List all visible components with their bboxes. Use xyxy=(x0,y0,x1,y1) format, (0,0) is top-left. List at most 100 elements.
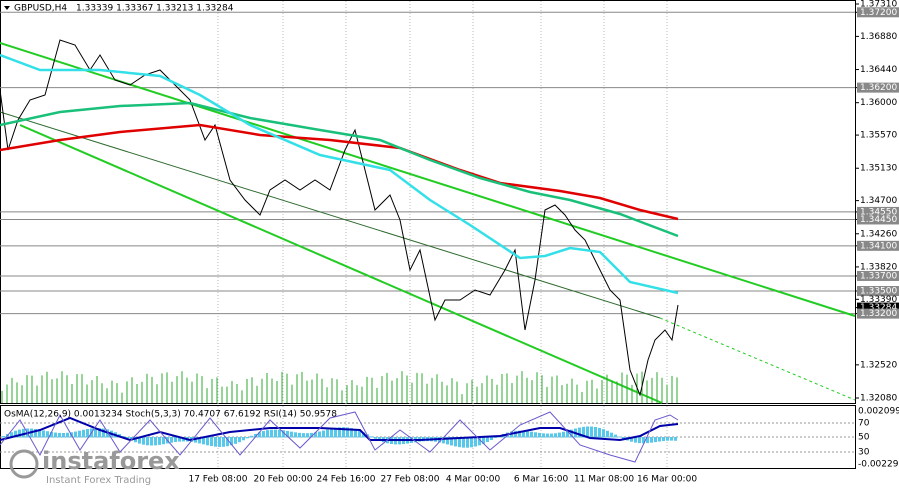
osma-bar xyxy=(78,430,81,438)
osma-bar xyxy=(666,437,669,441)
osma-bar xyxy=(158,437,161,445)
time-label: 16 Mar 00:00 xyxy=(637,475,697,485)
osma-bar xyxy=(102,428,105,438)
time-label: 11 Mar 08:00 xyxy=(574,475,634,485)
stoch-line xyxy=(0,411,679,463)
indicator-scale-label: 50 xyxy=(858,433,870,443)
osma-bar xyxy=(278,429,281,438)
level-tag xyxy=(857,206,899,217)
level-tag xyxy=(857,308,899,319)
time-label: 24 Feb 16:00 xyxy=(316,475,375,485)
price-label: 1.36200 xyxy=(860,83,897,93)
osma-bar xyxy=(618,436,621,438)
osma-bar xyxy=(450,437,453,446)
ma-fast xyxy=(0,53,679,295)
price-label: 1.33284 xyxy=(860,303,897,313)
osma-bar xyxy=(274,429,277,438)
osma-bar xyxy=(658,437,661,442)
osma-bar xyxy=(250,435,253,438)
price-label: 1.33390 xyxy=(860,295,897,305)
osma-bar xyxy=(558,432,561,438)
osma-bar xyxy=(578,427,581,438)
osma-bar xyxy=(162,437,165,445)
osma-bar xyxy=(310,432,313,438)
osma-bar xyxy=(42,430,45,438)
osma-bar xyxy=(662,437,665,442)
channel-upper xyxy=(0,42,856,317)
osma-bar xyxy=(370,436,373,438)
osma-bar xyxy=(14,430,17,438)
osma-bar xyxy=(66,432,69,438)
price-label: 1.37310 xyxy=(860,0,897,10)
osma-bar xyxy=(302,433,305,438)
osma-bar xyxy=(490,437,493,441)
osma-bar xyxy=(518,430,521,438)
level-tag xyxy=(857,270,899,281)
symbol: GBPUSD,H4 xyxy=(14,4,67,14)
osma-bar xyxy=(566,430,569,438)
price-label: 1.36000 xyxy=(860,98,897,108)
osma-bar xyxy=(358,430,361,438)
menu-arrow[interactable] xyxy=(4,6,10,10)
osma-bar xyxy=(218,437,221,447)
osma-bar xyxy=(226,437,229,447)
price-label: 1.35570 xyxy=(860,131,897,141)
osma-bar xyxy=(590,426,593,438)
osma-bar xyxy=(146,437,149,446)
logo: instaforex Instant Forex Trading xyxy=(9,447,180,486)
price-label: 1.32520 xyxy=(860,360,897,370)
osma-bar xyxy=(606,430,609,438)
osma-bar xyxy=(170,437,173,443)
osma-bar xyxy=(634,437,637,443)
osma-bar xyxy=(350,428,353,438)
osma-bar xyxy=(482,437,485,444)
osma-bar xyxy=(534,432,537,438)
osma-bar xyxy=(94,428,97,438)
osma-bar xyxy=(526,431,529,438)
osma-bar xyxy=(270,429,273,438)
osma-bar xyxy=(514,430,517,438)
osma-bar xyxy=(470,437,473,448)
osma-bar xyxy=(670,437,673,441)
osma-bar xyxy=(126,437,129,439)
osma-bar xyxy=(318,431,321,438)
osma-bar xyxy=(154,437,157,446)
osma-bar xyxy=(554,433,557,438)
price-label: 1.36880 xyxy=(860,32,897,42)
osma-bar xyxy=(98,428,101,438)
osma-bar xyxy=(254,433,257,438)
osma-bar xyxy=(630,437,633,442)
osma-bar xyxy=(306,433,309,438)
osma-bar xyxy=(198,437,201,444)
osma-bar xyxy=(234,437,237,444)
level-tag xyxy=(857,286,899,297)
osma-bar xyxy=(238,437,241,443)
osma-bar xyxy=(546,433,549,438)
osma-bar xyxy=(598,427,601,438)
price-label: 1.34100 xyxy=(860,241,897,251)
ohlc: 1.33339 1.33367 1.33213 1.33284 xyxy=(76,4,234,14)
osma-bar xyxy=(530,431,533,438)
time-label: 6 Mar 16:00 xyxy=(514,475,569,485)
price-line xyxy=(0,39,679,397)
osma-bar xyxy=(466,437,469,448)
osma-bar xyxy=(34,428,37,438)
osma-bar xyxy=(654,437,657,443)
price-label: 1.33700 xyxy=(860,271,897,281)
osma-bar xyxy=(214,437,217,447)
osma-bar xyxy=(334,427,337,438)
ma-mid xyxy=(0,101,679,238)
osma-bar xyxy=(262,431,265,438)
osma-bar xyxy=(178,437,181,442)
osma-bar xyxy=(342,427,345,438)
osma-bar xyxy=(266,430,269,438)
osma-bar xyxy=(294,432,297,438)
time-label: 27 Feb 08:00 xyxy=(380,475,439,485)
logo-icon xyxy=(9,449,39,479)
osma-bar xyxy=(298,432,301,438)
osma-bar xyxy=(478,437,481,446)
level-tag xyxy=(857,240,899,251)
osma-bar xyxy=(50,431,53,438)
osma-bar xyxy=(346,427,349,438)
